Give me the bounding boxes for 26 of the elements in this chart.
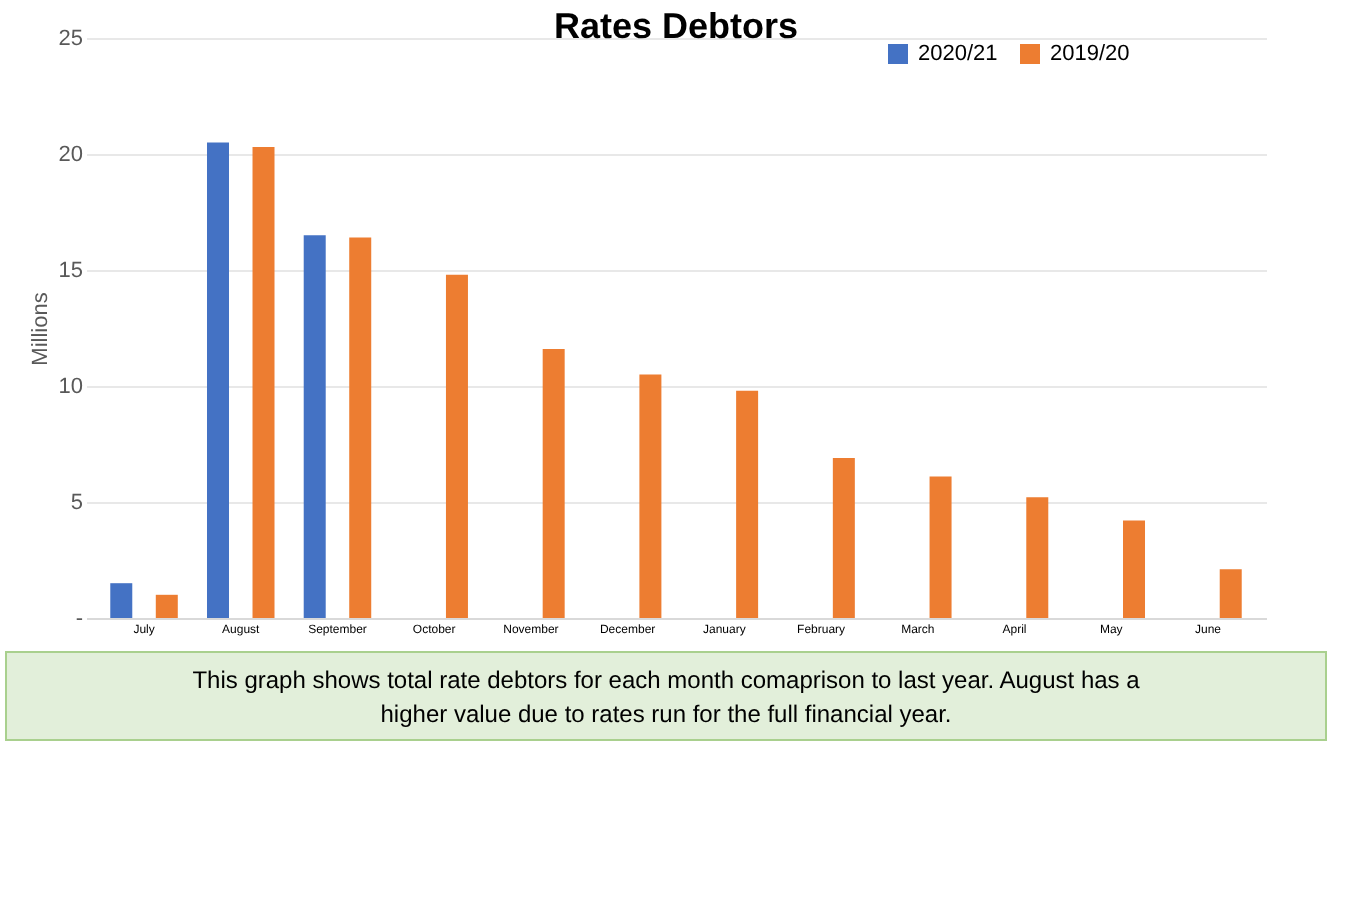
bar bbox=[252, 147, 275, 618]
bar bbox=[110, 583, 133, 618]
y-tick-label: 15 bbox=[58, 259, 83, 283]
bar bbox=[832, 457, 855, 618]
text: This graph shows total rate debtors for each month comaprison to last year. August has a higher value due to rates run for the full financial year. bbox=[192, 666, 1141, 728]
bar bbox=[542, 348, 565, 618]
y-tick-label: 5 bbox=[70, 491, 83, 515]
bar bbox=[445, 274, 468, 618]
bar bbox=[1123, 520, 1145, 618]
y-tick-label: 10 bbox=[58, 375, 83, 399]
legend-label: 2020/21 bbox=[918, 42, 998, 66]
bar bbox=[303, 235, 326, 618]
bar bbox=[1026, 497, 1049, 618]
bar bbox=[929, 476, 952, 618]
bar bbox=[155, 594, 178, 618]
chart-title: Rates Debtors bbox=[553, 6, 799, 46]
y-tick-label: - bbox=[75, 607, 84, 631]
y-tick-label: 25 bbox=[58, 27, 83, 51]
bar bbox=[349, 237, 372, 618]
y-axis-title: Millions bbox=[28, 291, 53, 366]
legend-label: 2019/20 bbox=[1050, 42, 1130, 66]
bar bbox=[1219, 569, 1242, 618]
bar bbox=[207, 142, 229, 618]
bar bbox=[639, 374, 662, 618]
y-tick-label: 20 bbox=[58, 143, 83, 167]
bar bbox=[736, 390, 759, 618]
